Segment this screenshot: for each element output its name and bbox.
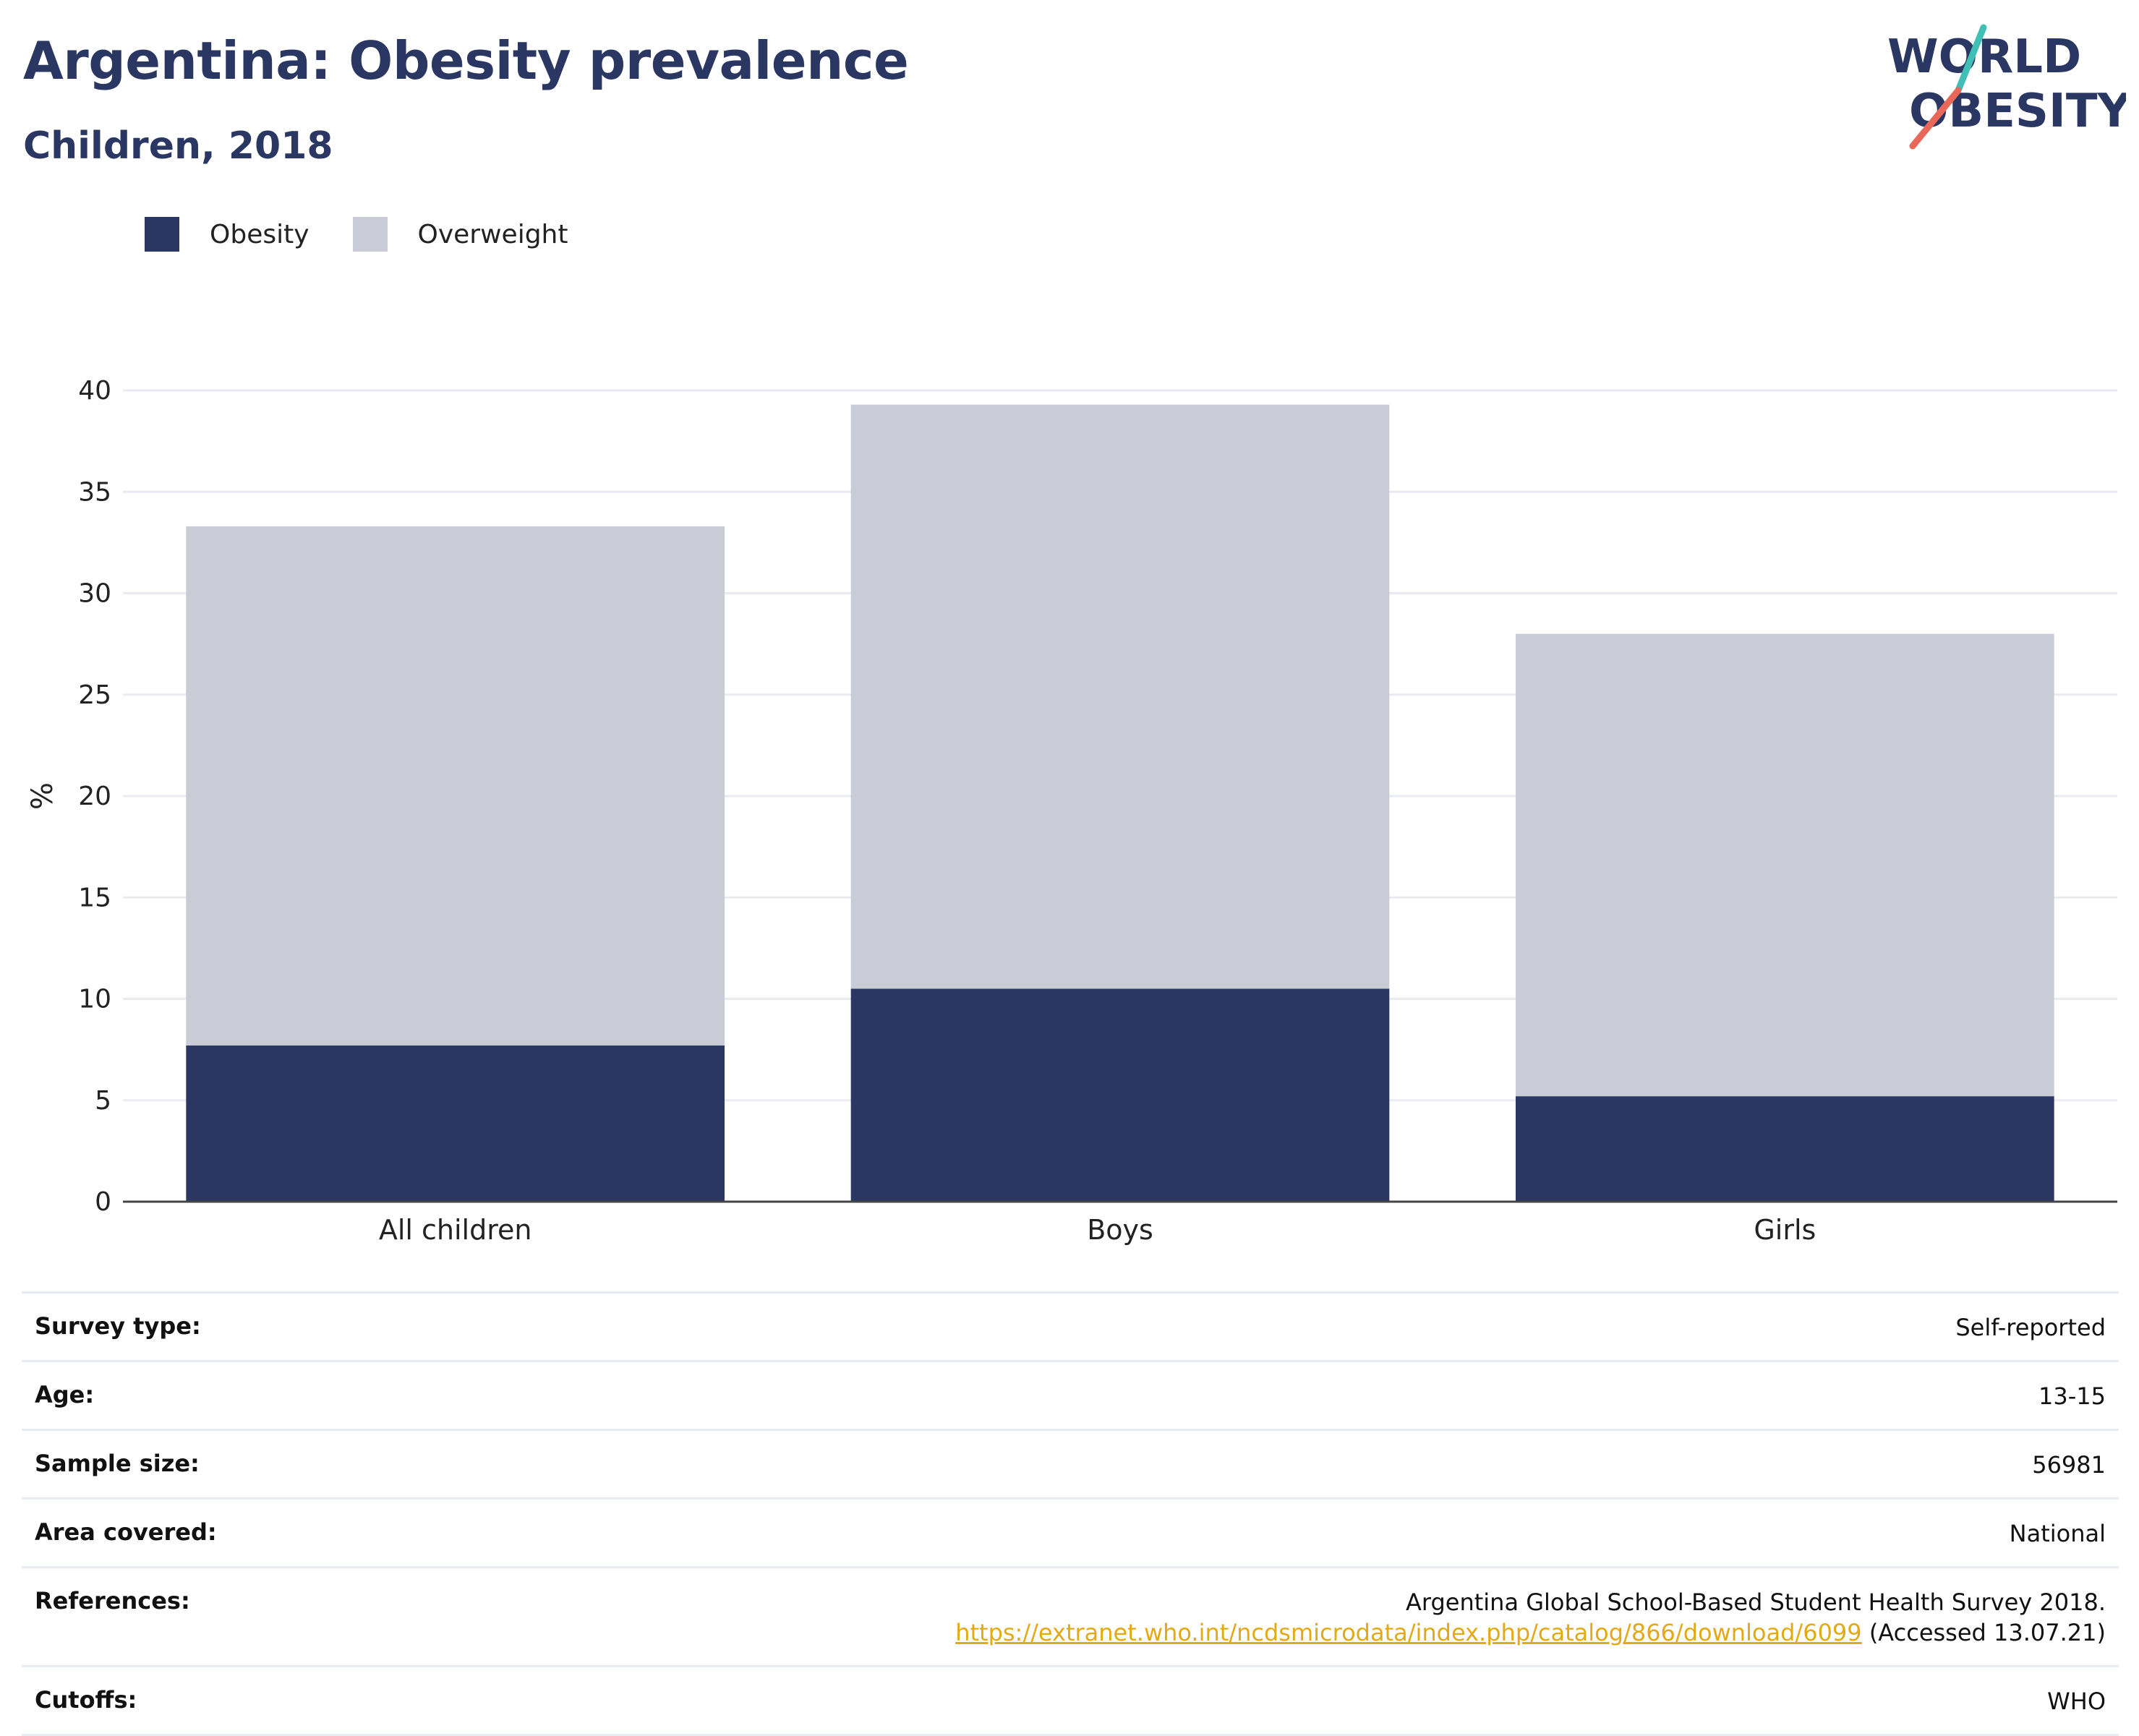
y-tick-label: 20 [78, 782, 111, 811]
bar-obesity-boys [850, 988, 1390, 1202]
x-tick-label: Girls [1754, 1214, 1816, 1246]
meta-value: National [482, 1497, 2119, 1568]
legend-label-obesity: Obesity [210, 219, 309, 249]
meta-label: Area covered: [22, 1497, 482, 1568]
meta-label: Age: [22, 1360, 482, 1430]
meta-label: Survey type: [22, 1291, 482, 1361]
reference-text: Argentina Global School-Based Student He… [1405, 1589, 2106, 1616]
y-tick-label: 15 [78, 883, 111, 912]
meta-value: Argentina Global School-Based Student He… [482, 1566, 2119, 1667]
y-tick-label: 5 [95, 1086, 111, 1116]
stacked-bar-chart: 0 5 10 15 20 25 30 35 40 All children Boys Girls% [26, 376, 2117, 1246]
bar-obesity-girls [1516, 1096, 2054, 1202]
meta-label: Sample size: [22, 1429, 482, 1499]
meta-value: 13-15 [482, 1360, 2119, 1430]
meta-row-sample-size: Sample size: 56981 [22, 1429, 2119, 1499]
y-tick-label: 40 [78, 376, 111, 406]
y-tick-label: 35 [78, 477, 111, 507]
y-tick-label: 10 [78, 985, 111, 1014]
y-axis-title: % [26, 782, 59, 810]
y-tick-label: 25 [78, 680, 111, 710]
y-tick-label: 30 [78, 579, 111, 609]
bar-overweight-boys [850, 404, 1390, 989]
chart-legend: Obesity Overweight [145, 215, 611, 253]
legend-label-overweight: Overweight [417, 219, 568, 249]
chart-title: Argentina: Obesity prevalence [23, 30, 909, 91]
meta-row-cutoffs: Cutoffs: WHO [22, 1665, 2119, 1736]
x-tick-label: All children [379, 1214, 532, 1246]
world-obesity-logo: WORLD OBESITY [1887, 22, 2131, 152]
meta-row-age: Age: 13-15 [22, 1360, 2119, 1430]
reference-link-line: https://extranet.who.int/ncdsmicrodata/i… [495, 1617, 2106, 1648]
legend-swatch-overweight [352, 217, 388, 252]
bar-obesity-all-children [186, 1046, 725, 1202]
meta-row-area: Area covered: National [22, 1497, 2119, 1568]
legend-item-overweight: Overweight [352, 217, 568, 252]
legend-swatch-obesity [145, 217, 179, 252]
survey-metadata-table: Survey type: Self-reported Age: 13-15 Sa… [22, 1291, 2119, 1736]
logo-line1: WORLD [1887, 30, 2081, 84]
reference-accessed: (Accessed 13.07.21) [1869, 1619, 2106, 1646]
reference-link[interactable]: https://extranet.who.int/ncdsmicrodata/i… [955, 1619, 1862, 1646]
meta-value: Self-reported [482, 1291, 2119, 1361]
y-tick-label: 0 [95, 1187, 111, 1217]
meta-value: 56981 [482, 1429, 2119, 1499]
x-tick-label: Boys [1087, 1214, 1153, 1246]
legend-item-obesity: Obesity [145, 217, 309, 252]
meta-label: References: [22, 1566, 482, 1667]
chart-subtitle: Children, 2018 [23, 124, 333, 168]
bar-overweight-all-children [186, 526, 725, 1046]
bar-overweight-girls [1516, 633, 2054, 1097]
meta-label: Cutoffs: [22, 1665, 482, 1736]
meta-row-survey-type: Survey type: Self-reported [22, 1291, 2119, 1361]
meta-row-references: References: Argentina Global School-Base… [22, 1566, 2119, 1667]
logo-line2: OBESITY [1909, 85, 2126, 138]
meta-value: WHO [482, 1665, 2119, 1736]
